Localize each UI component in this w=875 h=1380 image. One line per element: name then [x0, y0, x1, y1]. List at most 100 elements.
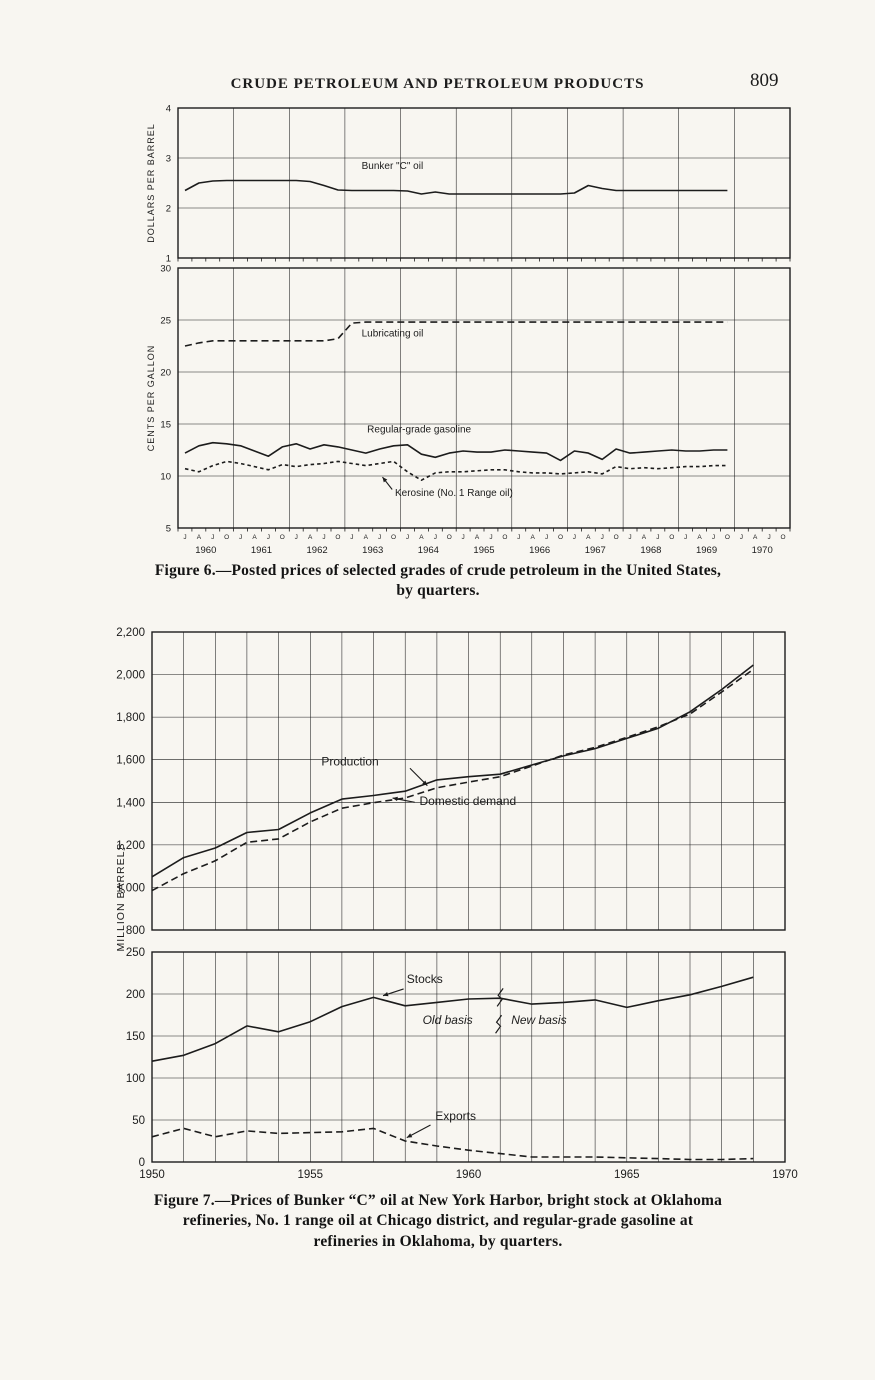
y-tick-label: 100: [126, 1073, 145, 1085]
series-label: Regular-grade gasoline: [367, 424, 471, 435]
y-tick-label: 0: [139, 1157, 145, 1169]
y-tick-label: 150: [126, 1031, 145, 1043]
x-quarter-letter: J: [211, 534, 214, 541]
x-quarter-letter: O: [781, 534, 786, 541]
annotation-arrowhead: [422, 780, 428, 786]
x-year-label: 1961: [251, 545, 272, 556]
y-tick-label: 20: [160, 368, 171, 379]
x-quarter-letter: J: [350, 534, 353, 541]
x-quarter-letter: O: [725, 534, 730, 541]
y-tick-label: 15: [160, 420, 171, 431]
x-quarter-letter: J: [378, 534, 381, 541]
x-quarter-letter: O: [224, 534, 229, 541]
x-quarter-letter: J: [183, 534, 186, 541]
x-quarter-letter: J: [517, 534, 520, 541]
x-quarter-letter: J: [545, 534, 548, 541]
x-year-label: 1969: [696, 545, 717, 556]
y-tick-label: 800: [126, 925, 145, 937]
figure6-caption-line2: by quarters.: [396, 582, 480, 600]
y-tick-label: 25: [160, 316, 171, 327]
y-tick-label: 1,400: [116, 797, 145, 809]
x-tick-label: 1965: [614, 1169, 640, 1181]
y-tick-label: 50: [132, 1115, 145, 1127]
y-tick-label: 2: [166, 204, 171, 215]
x-quarter-letter: A: [586, 534, 591, 541]
x-quarter-letter: A: [753, 534, 758, 541]
y-tick-label: 1: [166, 254, 171, 265]
series-label: Exports: [435, 1109, 476, 1123]
x-quarter-letter: J: [489, 534, 492, 541]
annotation-arrowhead: [406, 1133, 413, 1138]
series-line-kerosine-no-1-range-oil-: [184, 460, 728, 482]
series-line-bunker-c-oil: [184, 179, 728, 195]
fig7-y-axis-label: MILLION BARRELS: [115, 842, 127, 952]
x-quarter-letter: J: [628, 534, 631, 541]
series-line-production: [151, 664, 754, 878]
x-tick-label: 1950: [139, 1169, 165, 1181]
y-tick-label: 1,600: [116, 755, 145, 767]
axis-break-mark: [496, 988, 504, 1007]
y-tick-label: 1,200: [116, 840, 145, 852]
x-quarter-letter: J: [406, 534, 409, 541]
x-year-label: 1967: [585, 545, 606, 556]
y-tick-label: 200: [126, 989, 145, 1001]
figure7-caption: Figure 7.—Prices of Bunker “C” oil at Ne…: [88, 1191, 788, 1252]
x-year-label: 1963: [362, 545, 383, 556]
series-line-stocks: [151, 976, 754, 1062]
x-year-label: 1965: [473, 545, 494, 556]
y-tick-label: 3: [166, 154, 171, 165]
y-tick-label: 2,000: [116, 670, 145, 682]
running-header: CRUDE PETROLEUM AND PETROLEUM PRODUCTS: [230, 76, 645, 92]
y-tick-label: 5: [166, 524, 171, 535]
x-quarter-letter: J: [267, 534, 270, 541]
x-quarter-letter: O: [614, 534, 619, 541]
series-label: Lubricating oil: [362, 329, 424, 340]
figure7-caption-line3: refineries in Oklahoma, by quarters.: [313, 1232, 563, 1250]
page-number: 809: [750, 70, 779, 91]
fig6-bottom-y-axis-label: CENTS PER GALLON: [146, 344, 156, 452]
x-quarter-letter: J: [295, 534, 298, 541]
x-quarter-letter: J: [462, 534, 465, 541]
series-line-exports: [151, 1127, 754, 1161]
x-quarter-letter: A: [364, 534, 369, 541]
x-quarter-letter: J: [601, 534, 604, 541]
x-quarter-letter: J: [434, 534, 437, 541]
y-tick-label: 250: [126, 947, 145, 959]
x-quarter-letter: O: [391, 534, 396, 541]
series-label: New basis: [511, 1013, 566, 1027]
x-quarter-letter: J: [322, 534, 325, 541]
x-tick-label: 1970: [772, 1169, 798, 1181]
series-label: Production: [321, 755, 378, 769]
series-label: Stocks: [407, 972, 443, 986]
x-quarter-letter: A: [531, 534, 536, 541]
x-quarter-letter: J: [712, 534, 715, 541]
x-year-label: 1962: [307, 545, 328, 556]
x-quarter-letter: A: [642, 534, 647, 541]
x-quarter-letter: A: [475, 534, 480, 541]
series-line-lubricating-oil: [184, 321, 728, 347]
x-year-label: 1970: [752, 545, 773, 556]
x-year-label: 1966: [529, 545, 550, 556]
series-line-regular-grade-gasoline: [184, 441, 728, 462]
x-quarter-letter: J: [740, 534, 743, 541]
x-quarter-letter: J: [768, 534, 771, 541]
figure6-caption-line1: Figure 6.—Posted prices of selected grad…: [154, 562, 722, 579]
x-year-label: 1960: [195, 545, 216, 556]
x-year-label: 1964: [418, 545, 439, 556]
x-quarter-letter: J: [239, 534, 242, 541]
x-quarter-letter: O: [502, 534, 507, 541]
series-label: Kerosine (No. 1 Range oil): [395, 488, 513, 499]
x-quarter-letter: A: [252, 534, 257, 541]
x-quarter-letter: O: [558, 534, 563, 541]
annotation-arrowhead: [392, 796, 398, 802]
plot-border: [177, 107, 791, 259]
y-tick-label: 10: [160, 472, 171, 483]
x-quarter-letter: O: [669, 534, 674, 541]
plot-border: [151, 951, 786, 1163]
x-quarter-letter: O: [447, 534, 452, 541]
series-line-domestic-demand: [151, 668, 754, 892]
x-quarter-letter: O: [280, 534, 285, 541]
x-year-label: 1968: [640, 545, 661, 556]
